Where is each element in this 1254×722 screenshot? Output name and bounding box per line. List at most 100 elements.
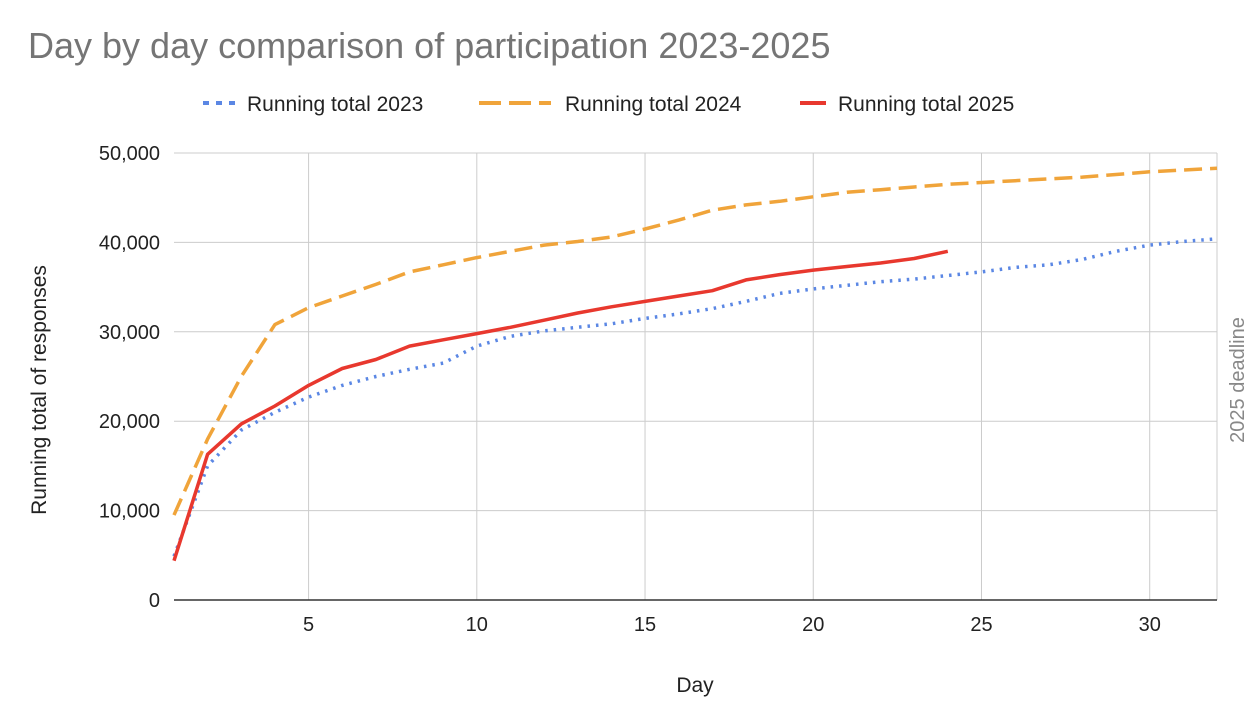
data-point (1182, 169, 1184, 171)
data-point (879, 262, 881, 264)
legend-item-1: Running total 2024 (479, 93, 742, 116)
data-point (610, 306, 612, 308)
x-tick-label: 10 (466, 614, 488, 636)
x-tick-label: 15 (634, 614, 656, 636)
data-point (240, 375, 242, 377)
data-point (577, 326, 579, 328)
data-point (1081, 176, 1083, 178)
data-point (778, 292, 780, 294)
data-point (1115, 173, 1117, 175)
data-point (812, 269, 814, 271)
data-point (644, 317, 646, 319)
data-point (947, 250, 949, 252)
data-point (1048, 264, 1050, 266)
x-tick-label: 5 (303, 614, 314, 636)
data-point (408, 271, 410, 273)
data-point (846, 191, 848, 193)
data-point (1014, 266, 1016, 268)
data-point (206, 465, 208, 467)
data-point (341, 295, 343, 297)
data-point (879, 281, 881, 283)
legend-label: Running total 2023 (247, 93, 423, 116)
legend-item-0: Running total 2023 (203, 93, 423, 116)
series-line-1 (172, 166, 1218, 516)
legend-label: Running total 2025 (838, 93, 1014, 116)
data-point (1216, 167, 1218, 169)
data-point (509, 335, 511, 337)
data-point (442, 362, 444, 364)
legend: Running total 2023 Running total 2024 Runn… (203, 93, 1014, 116)
data-point (1149, 244, 1151, 246)
x-axis-title: Day (676, 674, 714, 697)
data-point (577, 240, 579, 242)
data-point (778, 273, 780, 275)
data-point (677, 295, 679, 297)
data-point (1216, 238, 1218, 240)
y-tick-label: 0 (149, 590, 160, 612)
data-point (846, 284, 848, 286)
data-point (1149, 171, 1151, 173)
chart-title: Day by day comparison of participation 2… (28, 25, 830, 66)
data-point (476, 256, 478, 258)
data-point (745, 300, 747, 302)
data-point (947, 183, 949, 185)
data-point (913, 257, 915, 259)
data-point (980, 271, 982, 273)
y-tick-label: 30,000 (99, 322, 160, 344)
deadline-annotation: 2025 deadline (1227, 317, 1249, 443)
ticks: 0 10,000 20,000 30,000 40,000 50,000 5 10 15 20 25… (99, 143, 1161, 636)
data-point (307, 384, 309, 386)
data-point (846, 265, 848, 267)
data-point (644, 228, 646, 230)
data-point (307, 396, 309, 398)
series-line-0 (172, 237, 1218, 557)
data-point (812, 288, 814, 290)
x-tick-label: 20 (802, 614, 824, 636)
data-point (543, 330, 545, 332)
data-point (543, 319, 545, 321)
data-point (408, 345, 410, 347)
data-point (442, 264, 444, 266)
data-point (1115, 250, 1117, 252)
y-tick-label: 40,000 (99, 232, 160, 254)
grid (174, 152, 1218, 600)
data-point (341, 367, 343, 369)
data-point (711, 209, 713, 211)
data-point (543, 244, 545, 246)
series-line-2 (172, 249, 949, 562)
data-point (173, 514, 175, 516)
data-point (745, 204, 747, 206)
y-axis-title: Running total of responses (28, 265, 51, 515)
data-point (1048, 178, 1050, 180)
data-point (375, 358, 377, 360)
data-point (610, 236, 612, 238)
data-point (812, 196, 814, 198)
y-tick-label: 10,000 (99, 501, 160, 523)
x-tick-label: 25 (970, 614, 992, 636)
data-point (240, 423, 242, 425)
data-point (375, 283, 377, 285)
data-point (1014, 180, 1016, 182)
legend-item-2: Running total 2025 (800, 93, 1014, 116)
data-point (206, 438, 208, 440)
data-point (947, 274, 949, 276)
legend-label: Running total 2024 (565, 93, 742, 116)
data-point (980, 181, 982, 183)
y-tick-label: 20,000 (99, 411, 160, 433)
data-point (240, 429, 242, 431)
data-point (677, 219, 679, 221)
data-point (577, 312, 579, 314)
data-point (206, 453, 208, 455)
data-point (509, 250, 511, 252)
data-point (711, 289, 713, 291)
data-point (610, 323, 612, 325)
data-point (644, 300, 646, 302)
data-point (375, 375, 377, 377)
data-point (274, 405, 276, 407)
data-point (307, 306, 309, 308)
data-point (778, 200, 780, 202)
data-point (476, 332, 478, 334)
data-point (879, 188, 881, 190)
data-point (408, 368, 410, 370)
data-point (341, 384, 343, 386)
